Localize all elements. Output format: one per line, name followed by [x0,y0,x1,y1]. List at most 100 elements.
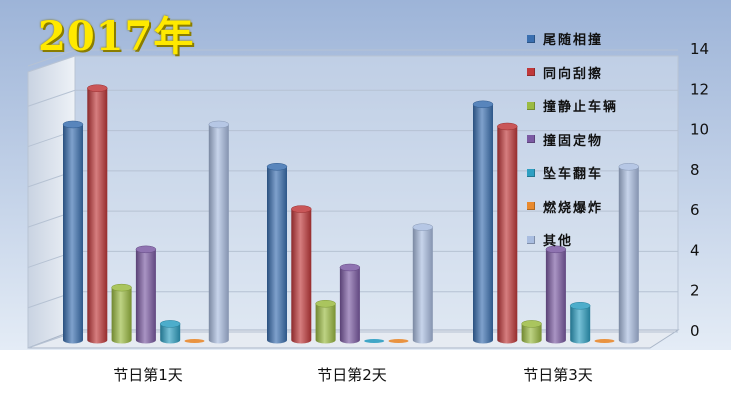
bar-body [339,267,360,344]
y-tick-label: 12 [690,80,709,98]
bar [291,205,312,344]
bar [208,120,230,344]
legend-swatch [527,135,535,144]
bar-body [618,166,639,344]
legend-swatch [527,235,535,244]
bar [266,163,288,344]
bar-cap [266,163,288,171]
bar-cap [497,122,518,131]
bar-body [521,323,542,344]
x-tick-label: 节日第1天 [113,366,183,384]
bar-cap [315,299,336,308]
legend-label: 撞静止车辆 [543,100,619,116]
bar-cap [472,100,494,109]
bar [388,339,409,343]
bar [111,283,132,344]
grid-line-side [27,89,76,107]
bar-body [473,104,493,344]
legend-item: 尾随相撞 [527,22,657,56]
bar-body [545,249,566,344]
legend-item: 其他 [527,223,657,257]
bar [569,302,591,344]
bar-body [160,323,181,344]
bar-body [111,287,132,344]
bar-body [497,126,518,344]
legend-swatch [527,202,535,211]
bar-body [267,166,287,344]
bar [159,320,181,344]
y-tick-label: 14 [690,40,709,58]
bar [135,245,157,344]
y-tick-label: 2 [690,282,700,300]
chart-title: 2017年 [38,13,195,60]
bar-cap [291,205,312,213]
legend-swatch [527,68,535,77]
bar-body [315,303,336,344]
category-axis-band [0,350,731,412]
grid-line-side [27,49,76,67]
bar-body [208,124,229,344]
x-tick-label: 节日第2天 [317,366,387,384]
bar-body [135,249,156,344]
legend-swatch [527,101,535,110]
bars [62,84,640,344]
legend-item: 燃烧爆炸 [527,190,657,224]
bar [618,163,640,344]
bar-cap [208,120,230,129]
legend-label: 撞固定物 [543,133,604,149]
bar-flat-marker [388,339,409,343]
legend-swatch [527,34,535,43]
bar-cap [521,320,542,328]
bar [87,84,108,344]
legend: 尾随相撞 同向刮擦 撞静止车辆 撞固定物 坠车翻车 燃烧爆炸 其他 [527,22,657,257]
bar-body [412,227,433,344]
bar-cap [545,245,567,254]
y-tick-label: 10 [690,121,709,139]
legend-swatch [527,168,535,177]
y-tick-label: 4 [690,241,700,259]
bar-cap [87,84,108,92]
legend-item: 撞静止车辆 [527,89,657,123]
bar-cap [412,223,434,231]
bar [412,223,434,344]
y-tick-label: 0 [690,322,700,340]
legend-item: 同向刮擦 [527,56,657,90]
bar [594,339,615,343]
bar-cap [159,320,181,328]
bar [545,245,567,344]
bar-body [570,305,591,344]
bar [364,339,385,343]
bar-cap [569,302,591,310]
legend-label: 燃烧爆炸 [543,200,604,216]
legend-label: 同向刮擦 [543,66,604,82]
bar-cap [111,283,132,292]
bar [521,320,542,344]
bar [497,122,518,344]
bar-cap [339,263,361,272]
legend-label: 其他 [543,234,574,250]
bar [62,120,84,344]
bar [184,339,205,343]
bar-flat-marker [184,339,205,343]
bar-body [63,124,83,344]
bar [339,263,361,344]
y-tick-label: 8 [690,161,700,179]
bar-cap [618,163,640,171]
bar-flat-marker [594,339,615,343]
x-tick-label: 节日第3天 [523,366,593,384]
bar-flat-marker [364,339,385,343]
legend-item: 撞固定物 [527,123,657,157]
legend-item: 坠车翻车 [527,156,657,190]
bar-body [291,209,312,344]
bar-cap [135,245,157,254]
bar [315,299,336,344]
y-axis-ticks: 0 2 4 6 8 10 12 14 [690,40,709,340]
legend-label: 坠车翻车 [543,167,604,183]
bar-body [87,88,108,344]
y-tick-label: 6 [690,201,700,219]
bar [472,100,494,344]
bar-cap [62,120,84,129]
legend-label: 尾随相撞 [543,33,604,49]
